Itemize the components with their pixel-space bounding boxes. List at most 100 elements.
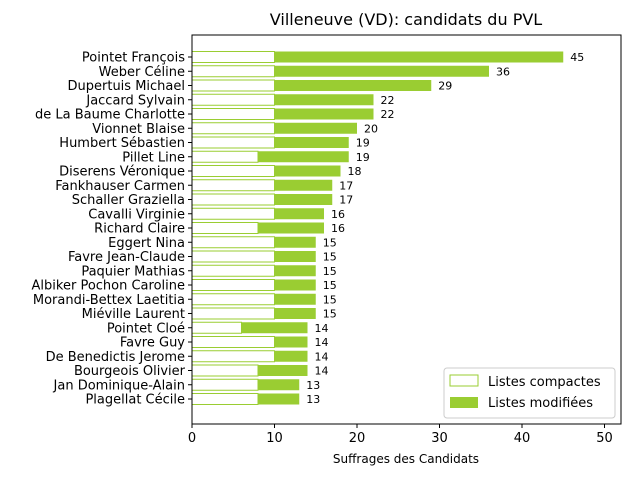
bar-compactes bbox=[191, 293, 275, 306]
bar-modifiees bbox=[274, 194, 333, 205]
bar-compactes bbox=[191, 307, 275, 320]
data-label: 17 bbox=[339, 194, 353, 207]
bar-modifiees bbox=[274, 336, 308, 348]
bar-modifiees bbox=[274, 137, 349, 148]
bar-modifiees bbox=[274, 80, 432, 91]
data-label: 15 bbox=[323, 293, 337, 306]
bar-modifiees bbox=[274, 165, 341, 177]
bar-modifiees bbox=[258, 393, 300, 405]
data-label: 16 bbox=[331, 208, 345, 221]
y-tick-label: Favre Guy bbox=[120, 336, 185, 351]
bar-modifiees bbox=[274, 51, 564, 63]
y-tick-label: Bourgeois Olivier bbox=[74, 364, 186, 379]
y-tick-label: Humbert Sébastien bbox=[59, 136, 185, 151]
data-label: 22 bbox=[381, 94, 395, 107]
bar-modifiees bbox=[258, 365, 308, 376]
y-tick-label: Jan Dominique-Alain bbox=[53, 378, 185, 393]
y-tick-label: de La Baume Charlotte bbox=[35, 108, 185, 123]
bar-compactes bbox=[191, 193, 275, 206]
y-tick-label: Dupertuis Michael bbox=[68, 79, 186, 94]
bar-compactes bbox=[191, 93, 275, 106]
bar-compactes bbox=[191, 136, 275, 149]
data-label: 45 bbox=[570, 51, 584, 64]
bar-modifiees bbox=[274, 293, 316, 305]
y-tick-label: Schaller Graziella bbox=[72, 193, 185, 208]
bar-compactes bbox=[191, 250, 275, 263]
bar-modifiees bbox=[274, 265, 316, 277]
x-axis: 0 10 20 30 40 50 bbox=[188, 424, 613, 446]
bar-compactes bbox=[191, 122, 275, 135]
bar-compactes bbox=[191, 150, 259, 163]
data-label: 15 bbox=[323, 236, 337, 249]
y-tick-label: Fankhauser Carmen bbox=[55, 179, 185, 194]
bar-modifiees bbox=[274, 251, 316, 262]
bar-compactes bbox=[191, 79, 275, 92]
bar-compactes bbox=[191, 378, 259, 391]
legend-label-modifiees: Listes modifiées bbox=[488, 396, 593, 411]
data-label: 14 bbox=[315, 336, 329, 349]
bar-modifiees bbox=[274, 108, 374, 120]
data-label: 13 bbox=[306, 393, 320, 406]
data-label: 17 bbox=[339, 179, 353, 192]
data-label: 36 bbox=[496, 65, 510, 78]
bar-compactes bbox=[191, 236, 275, 249]
bar-modifiees bbox=[241, 322, 308, 334]
y-tick-label: Albiker Pochon Caroline bbox=[32, 279, 185, 294]
y-tick-label: De Benedictis Jerome bbox=[46, 350, 185, 365]
data-label: 19 bbox=[356, 137, 370, 150]
bar-modifiees bbox=[274, 350, 308, 362]
legend-box bbox=[443, 367, 616, 419]
x-tick-label: 20 bbox=[349, 431, 366, 446]
bar-modifiees bbox=[274, 122, 357, 134]
bar-compactes bbox=[191, 207, 275, 220]
x-tick-label: 10 bbox=[266, 431, 283, 446]
legend-swatch-compactes bbox=[449, 374, 479, 387]
y-tick-label: Miéville Laurent bbox=[82, 307, 185, 322]
data-label: 13 bbox=[306, 379, 320, 392]
y-tick-label: Weber Céline bbox=[99, 65, 185, 80]
chart-title: Villeneuve (VD): candidats du PVL bbox=[270, 10, 543, 29]
data-label: 18 bbox=[348, 165, 362, 178]
x-tick-label: 30 bbox=[431, 431, 448, 446]
bar-compactes bbox=[191, 336, 275, 348]
data-label: 15 bbox=[323, 308, 337, 321]
data-label: 19 bbox=[356, 151, 370, 164]
bar-modifiees bbox=[274, 179, 333, 191]
legend[interactable]: Listes compactes Listes modifiées bbox=[443, 367, 616, 419]
bar-compactes bbox=[191, 51, 275, 63]
bar-modifiees bbox=[274, 236, 316, 248]
y-tick-label: Jaccard Sylvain bbox=[85, 93, 185, 108]
data-label: 14 bbox=[315, 350, 329, 363]
data-label: 20 bbox=[364, 122, 378, 135]
data-label: 15 bbox=[323, 251, 337, 264]
bar-modifiees bbox=[258, 151, 349, 163]
data-label: 29 bbox=[438, 80, 452, 93]
bar-modifiees bbox=[258, 222, 324, 234]
y-tick-label: Paquier Mathias bbox=[81, 264, 185, 279]
bar-modifiees bbox=[274, 94, 374, 106]
bar-compactes bbox=[191, 393, 259, 405]
x-tick-label: 0 bbox=[188, 431, 196, 446]
bar-modifiees bbox=[274, 308, 316, 319]
data-label: 15 bbox=[323, 265, 337, 278]
y-tick-label: Diserens Véronique bbox=[59, 165, 185, 180]
data-label: 22 bbox=[381, 108, 395, 121]
bar-modifiees bbox=[274, 208, 324, 220]
y-tick-label: Pillet Line bbox=[122, 150, 185, 165]
y-tick-label: Pointet Cloé bbox=[107, 321, 185, 336]
data-label: 14 bbox=[315, 365, 329, 378]
bar-compactes bbox=[191, 350, 275, 363]
bar-modifiees bbox=[274, 279, 316, 291]
y-tick-label: Pointet François bbox=[82, 51, 185, 66]
y-tick-label: Richard Claire bbox=[94, 222, 185, 237]
bar-compactes bbox=[191, 108, 275, 120]
y-tick-label: Cavalli Virginie bbox=[88, 207, 185, 222]
x-axis-label: Suffrages des Candidats bbox=[333, 452, 479, 466]
bar-modifiees bbox=[274, 65, 489, 77]
bar-compactes bbox=[191, 222, 259, 234]
plot-frame bbox=[191, 34, 622, 425]
bar-compactes bbox=[191, 279, 275, 291]
bar-compactes bbox=[191, 264, 275, 277]
data-labels: 4536292222201919181717161615151515151514… bbox=[306, 51, 584, 406]
